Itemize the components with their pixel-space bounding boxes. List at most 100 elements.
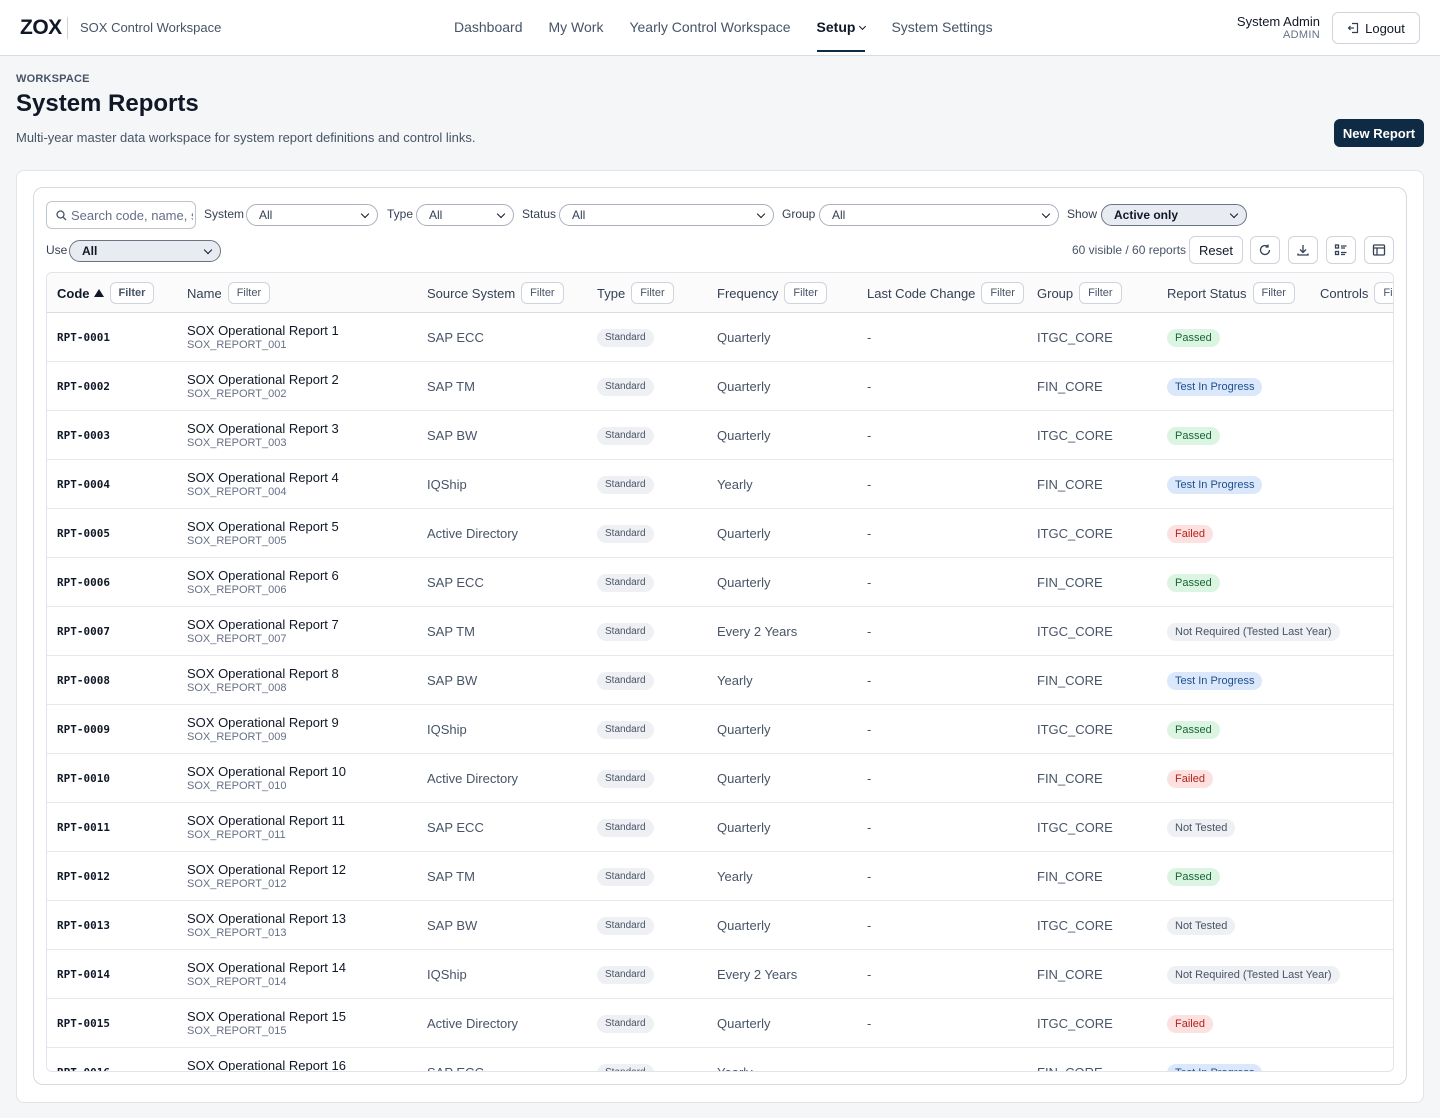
reset-button[interactable]: Reset	[1189, 236, 1243, 264]
table-row[interactable]: RPT-0003 SOX Operational Report 3 SOX_REPO…	[47, 411, 1393, 460]
status-select[interactable]: All	[559, 204, 774, 226]
cell-source-system: SAP TM	[427, 607, 475, 656]
cell-code-text[interactable]: RPT-0001	[57, 331, 110, 344]
report-name[interactable]: SOX Operational Report 9	[187, 715, 339, 730]
filter-button-group[interactable]: Filter	[1079, 282, 1122, 304]
table-layout-button[interactable]	[1364, 236, 1394, 264]
type-badge: Standard	[597, 769, 654, 788]
filter-button-type[interactable]: Filter	[631, 282, 674, 304]
column-header-report-status[interactable]: Report Status Filter	[1167, 273, 1295, 313]
column-header-code[interactable]: Code Filter	[57, 273, 155, 313]
table-row[interactable]: RPT-0006 SOX Operational Report 6 SOX_REPO…	[47, 558, 1393, 607]
cell-group: ITGC_CORE	[1037, 999, 1113, 1048]
table-row[interactable]: RPT-0007 SOX Operational Report 7 SOX_REPO…	[47, 607, 1393, 656]
type-badge: Standard	[597, 818, 654, 837]
cell-code-text[interactable]: RPT-0006	[57, 576, 110, 589]
nav-dashboard[interactable]: Dashboard	[454, 0, 523, 56]
logo[interactable]: ZOX	[20, 16, 62, 39]
table-layout-icon	[1372, 244, 1386, 256]
column-header-controls[interactable]: Controls Filter	[1320, 273, 1393, 313]
cell-frequency-text: Quarterly	[717, 379, 771, 394]
table-row[interactable]: RPT-0015 SOX Operational Report 15 SOX_REP…	[47, 999, 1393, 1048]
report-name[interactable]: SOX Operational Report 3	[187, 421, 339, 436]
filter-button-source-system[interactable]: Filter	[521, 282, 564, 304]
report-name[interactable]: SOX Operational Report 12	[187, 862, 346, 877]
table-row[interactable]: RPT-0005 SOX Operational Report 5 SOX_REPO…	[47, 509, 1393, 558]
column-list-button[interactable]	[1326, 236, 1356, 264]
cell-code-text[interactable]: RPT-0008	[57, 674, 110, 687]
table-row[interactable]: RPT-0012 SOX Operational Report 12 SOX_REP…	[47, 852, 1393, 901]
report-name[interactable]: SOX Operational Report 13	[187, 911, 346, 926]
cell-code-text[interactable]: RPT-0011	[57, 821, 110, 834]
table-row[interactable]: RPT-0001 SOX Operational Report 1 SOX_REPO…	[47, 313, 1393, 362]
search-box[interactable]	[46, 201, 196, 229]
use-select[interactable]: All	[69, 240, 221, 262]
table-row[interactable]: RPT-0008 SOX Operational Report 8 SOX_REPO…	[47, 656, 1393, 705]
new-report-button[interactable]: New Report	[1334, 119, 1424, 147]
cell-code-text[interactable]: RPT-0015	[57, 1017, 110, 1030]
nav-system-settings[interactable]: System Settings	[891, 0, 992, 56]
show-select[interactable]: Active only	[1101, 204, 1247, 226]
report-name[interactable]: SOX Operational Report 5	[187, 519, 339, 534]
cell-code-text[interactable]: RPT-0016	[57, 1066, 110, 1071]
filter-button-last-code-change[interactable]: Filter	[981, 282, 1024, 304]
report-name[interactable]: SOX Operational Report 14	[187, 960, 346, 975]
column-header-frequency[interactable]: Frequency Filter	[717, 273, 827, 313]
column-header-group[interactable]: Group Filter	[1037, 273, 1122, 313]
cell-type: Standard	[597, 509, 654, 558]
table-row[interactable]: RPT-0011 SOX Operational Report 11 SOX_REP…	[47, 803, 1393, 852]
report-name[interactable]: SOX Operational Report 11	[187, 813, 346, 828]
filter-button-report-status[interactable]: Filter	[1252, 282, 1295, 304]
column-header-source-system[interactable]: Source System Filter	[427, 273, 564, 313]
system-select[interactable]: All	[246, 204, 378, 226]
nav-yearly-control-workspace[interactable]: Yearly Control Workspace	[629, 0, 790, 56]
search-input[interactable]	[71, 202, 193, 228]
report-name[interactable]: SOX Operational Report 7	[187, 617, 339, 632]
table-row[interactable]: RPT-0016 SOX Operational Report 16SOX_REP…	[47, 1048, 1393, 1072]
cell-code-text[interactable]: RPT-0002	[57, 380, 110, 393]
report-name[interactable]: SOX Operational Report 1	[187, 323, 339, 338]
report-name[interactable]: SOX Operational Report 15	[187, 1009, 346, 1024]
filter-button-frequency[interactable]: Filter	[784, 282, 827, 304]
download-button[interactable]	[1288, 236, 1318, 264]
cell-code-text[interactable]: RPT-0003	[57, 429, 110, 442]
table-row[interactable]: RPT-0004 SOX Operational Report 4 SOX_REPO…	[47, 460, 1393, 509]
report-name[interactable]: SOX Operational Report 8	[187, 666, 339, 681]
status-badge: Test In Progress	[1167, 377, 1263, 396]
column-header-name[interactable]: Name Filter	[187, 273, 271, 313]
cell-source-system-text: Active Directory	[427, 526, 519, 541]
filter-button-name[interactable]: Filter	[227, 282, 271, 304]
table-row[interactable]: RPT-0009 SOX Operational Report 9 SOX_REPO…	[47, 705, 1393, 754]
column-header-type[interactable]: Type Filter	[597, 273, 674, 313]
cell-code-text[interactable]: RPT-0012	[57, 870, 110, 883]
cell-type: Standard	[597, 901, 654, 950]
logout-button[interactable]: Logout	[1332, 12, 1420, 44]
refresh-button[interactable]	[1250, 236, 1280, 264]
nav-setup[interactable]: Setup	[816, 0, 867, 56]
cell-group: ITGC_CORE	[1037, 705, 1113, 754]
report-name[interactable]: SOX Operational Report 2	[187, 372, 339, 387]
report-name[interactable]: SOX Operational Report 4	[187, 470, 339, 485]
filter-button-controls[interactable]: Filter	[1374, 282, 1393, 304]
group-select[interactable]: All	[819, 204, 1059, 226]
nav-my-work[interactable]: My Work	[549, 0, 604, 56]
report-name[interactable]: SOX Operational Report 10	[187, 764, 346, 779]
type-select[interactable]: All	[416, 204, 514, 226]
cell-code-text[interactable]: RPT-0007	[57, 625, 110, 638]
report-name[interactable]: SOX Operational Report 16	[187, 1058, 346, 1072]
status-badge: Test In Progress	[1167, 475, 1263, 494]
table-row[interactable]: RPT-0013 SOX Operational Report 13 SOX_REP…	[47, 901, 1393, 950]
report-name[interactable]: SOX Operational Report 6	[187, 568, 339, 583]
table-row[interactable]: RPT-0010 SOX Operational Report 10 SOX_REP…	[47, 754, 1393, 803]
cell-code-text[interactable]: RPT-0004	[57, 478, 110, 491]
cell-code-text[interactable]: RPT-0010	[57, 772, 110, 785]
cell-code-text[interactable]: RPT-0014	[57, 968, 110, 981]
column-header-last-code-change[interactable]: Last Code Change Filter	[867, 273, 1024, 313]
cell-report-status: Passed	[1167, 313, 1220, 362]
cell-code-text[interactable]: RPT-0009	[57, 723, 110, 736]
cell-code-text[interactable]: RPT-0005	[57, 527, 110, 540]
filter-button-code[interactable]: Filter	[109, 282, 155, 304]
cell-code-text[interactable]: RPT-0013	[57, 919, 110, 932]
table-row[interactable]: RPT-0014 SOX Operational Report 14 SOX_REP…	[47, 950, 1393, 999]
table-row[interactable]: RPT-0002 SOX Operational Report 2 SOX_REPO…	[47, 362, 1393, 411]
